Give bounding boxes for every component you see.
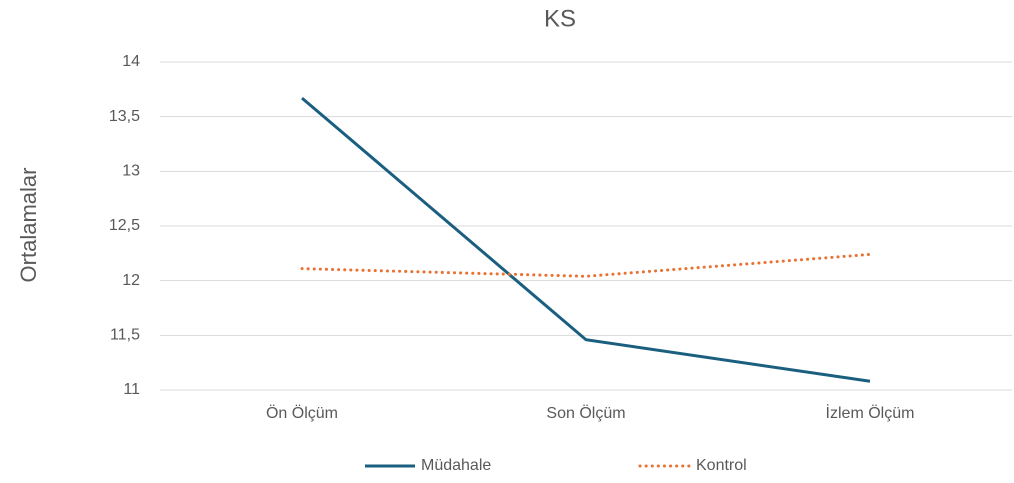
- legend-label: Kontrol: [696, 457, 747, 474]
- y-tick-label: 12: [122, 272, 140, 289]
- y-tick-label: 13,5: [109, 108, 140, 125]
- x-tick-label: Ön Ölçüm: [266, 404, 338, 422]
- y-tick-label: 13: [122, 163, 140, 180]
- series-line: [300, 252, 872, 278]
- chart-title: KS: [544, 5, 576, 32]
- x-tick-label: Son Ölçüm: [546, 404, 625, 422]
- y-tick-label: 11: [123, 381, 140, 398]
- y-tick-label: 14: [122, 53, 140, 70]
- legend-label: Müdahale: [421, 457, 491, 474]
- x-tick-label: İzlem Ölçüm: [826, 403, 915, 422]
- series-line: [301, 96, 871, 383]
- y-axis-label: Ortalamalar: [16, 168, 41, 283]
- y-tick-label: 12,5: [109, 217, 140, 234]
- y-tick-label: 11,5: [110, 327, 140, 344]
